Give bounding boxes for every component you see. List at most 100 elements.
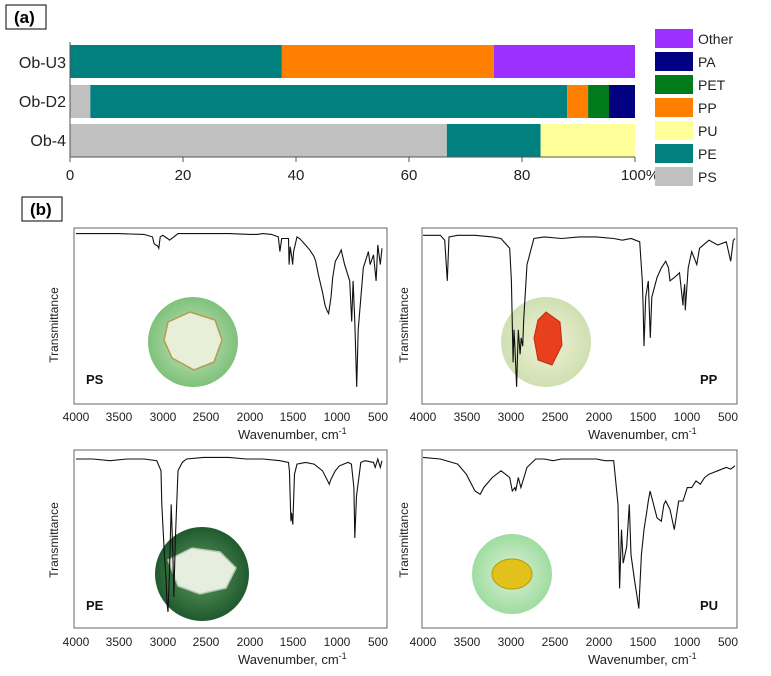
category-label-ob-u3: Ob-U3 (19, 55, 66, 72)
ir-pu-xtick-500: 500 (718, 635, 738, 649)
ir-ps-xtick-3500: 3500 (106, 410, 133, 424)
ir-pe-xtick-1000: 1000 (324, 635, 351, 649)
bar-segment-ob-d2-ps (70, 85, 91, 118)
bar-segment-ob-d2-pe (90, 85, 568, 118)
bar-x-tick-3: 60 (401, 167, 418, 184)
legend-swatch-pp (655, 98, 693, 117)
legend-swatch-pu (655, 121, 693, 140)
legend-swatch-pe (655, 144, 693, 163)
ir-pe-xtick-3500: 3500 (106, 635, 133, 649)
panel-a-label-box (5, 4, 47, 30)
ir-pp-xtick-3000: 3000 (498, 410, 525, 424)
ir-pe-xtick-3000: 3000 (150, 635, 177, 649)
legend-swatch-pet (655, 75, 693, 94)
ir-pu-xtick-3500: 3500 (454, 635, 481, 649)
ir-pe-xtick-4000: 4000 (63, 635, 90, 649)
ir-pu-xtick-4000: 4000 (410, 635, 437, 649)
pp-particle-shape (533, 311, 563, 366)
pe-particle-shape (167, 547, 237, 595)
ir-ps-name: PS (86, 372, 104, 387)
ir-subplot-pp: PP Transmittance 4000 3500 3000 2500 200… (397, 227, 738, 442)
panel-b-label-box (21, 196, 63, 222)
ir-pp-xtick-1500: 1500 (630, 410, 657, 424)
legend-swatch-other (655, 29, 693, 48)
ir-ps-xlabel: Wavenumber, cm-1 (238, 426, 347, 442)
bar-segment-ob-d2-pp (567, 85, 589, 118)
ir-pe-xtick-2500: 2500 (193, 635, 220, 649)
ir-pp-xtick-2500: 2500 (542, 410, 569, 424)
legend-label-pet: PET (698, 77, 726, 93)
ir-pu-xtick-2500: 2500 (542, 635, 569, 649)
ir-pu-xtick-2000: 2000 (586, 635, 613, 649)
ir-pe-name: PE (86, 598, 104, 613)
ir-pu-ylabel: Transmittance (397, 502, 411, 578)
ir-pe-xtick-2000: 2000 (237, 635, 264, 649)
ir-pp-ylabel: Transmittance (397, 287, 411, 363)
bar-segment-ob-d2-pet (588, 85, 610, 118)
ir-pe-spectrum-line (76, 456, 383, 612)
bar-segment-ob-d2-pa (609, 85, 635, 118)
bar-x-tick-1: 20 (175, 167, 192, 184)
legend-swatch-ps (655, 167, 693, 186)
bar-segment-ob-4-pu (540, 124, 636, 157)
ir-pu-frame (421, 449, 738, 629)
category-label-ob-4: Ob-4 (30, 133, 66, 150)
bar-x-tick-2: 40 (288, 167, 305, 184)
stacked-bar-plot (70, 45, 636, 157)
ir-pu-spectrum-line (422, 456, 736, 609)
ir-pp-spectrum-line (423, 234, 736, 387)
bar-segment-ob-4-pe (446, 124, 541, 157)
ir-pe-xtick-1500: 1500 (280, 635, 307, 649)
ir-pp-frame (421, 227, 738, 405)
legend-label-other: Other (698, 31, 733, 47)
ir-ps-frame (73, 227, 388, 405)
ir-pe-frame (73, 449, 388, 629)
legend-label-ps: PS (698, 169, 717, 185)
ir-subplot-ps: PS Transmittance 4000 3500 3000 2500 200… (47, 227, 388, 442)
ir-pu-xtick-1000: 1000 (674, 635, 701, 649)
legend-label-pa: PA (698, 54, 716, 70)
legend-label-pe: PE (698, 146, 717, 162)
panel-b-label: (b) (30, 200, 52, 219)
legend-label-pu: PU (698, 123, 717, 139)
bar-legend: Other PA PET PP PU PE PS (655, 29, 733, 186)
bar-x-tick-5: 100% (621, 167, 659, 184)
ir-ps-xtick-3000: 3000 (150, 410, 177, 424)
category-label-ob-d2: Ob-D2 (19, 94, 66, 111)
ir-ps-xtick-2000: 2000 (237, 410, 264, 424)
bar-segment-ob-u3-pp (281, 45, 494, 78)
bar-segment-ob-u3-pe (70, 45, 282, 78)
ir-subplot-pu: PU Transmittance 4000 3500 3000 2500 200… (397, 449, 738, 667)
bar-x-tick-0: 0 (66, 167, 74, 184)
ir-ps-ylabel: Transmittance (47, 287, 61, 363)
ir-pu-xtick-3000: 3000 (498, 635, 525, 649)
pu-particle-shape (491, 558, 533, 590)
bar-segment-ob-4-ps (70, 124, 447, 157)
ir-ps-spectrum-line (76, 233, 383, 387)
ir-pe-xtick-500: 500 (368, 635, 388, 649)
ir-pp-xtick-3500: 3500 (454, 410, 481, 424)
ps-particle-shape (163, 311, 223, 371)
ir-ps-xtick-1500: 1500 (280, 410, 307, 424)
ir-ps-xtick-2500: 2500 (193, 410, 220, 424)
panel-a-label: (a) (14, 8, 35, 27)
bar-x-ticks: 0 20 40 60 80 100% (66, 157, 659, 184)
ir-pe-xlabel: Wavenumber, cm-1 (238, 651, 347, 667)
ir-ps-xtick-500: 500 (368, 410, 388, 424)
ir-pp-xtick-1000: 1000 (674, 410, 701, 424)
ir-pp-xtick-2000: 2000 (586, 410, 613, 424)
legend-swatch-pa (655, 52, 693, 71)
ir-subplot-pe: PE Transmittance 4000 3500 3000 2500 200… (47, 449, 388, 667)
legend-label-pp: PP (698, 100, 717, 116)
ir-pu-xlabel: Wavenumber, cm-1 (588, 651, 697, 667)
ir-pe-ylabel: Transmittance (47, 502, 61, 578)
ir-pp-name: PP (700, 372, 718, 387)
ir-pp-xtick-4000: 4000 (410, 410, 437, 424)
ir-ps-xtick-1000: 1000 (324, 410, 351, 424)
bar-segment-ob-u3-other (493, 45, 635, 78)
ir-ps-xtick-4000: 4000 (63, 410, 90, 424)
ir-pu-name: PU (700, 598, 718, 613)
bar-x-tick-4: 80 (514, 167, 531, 184)
ir-pp-xlabel: Wavenumber, cm-1 (588, 426, 697, 442)
